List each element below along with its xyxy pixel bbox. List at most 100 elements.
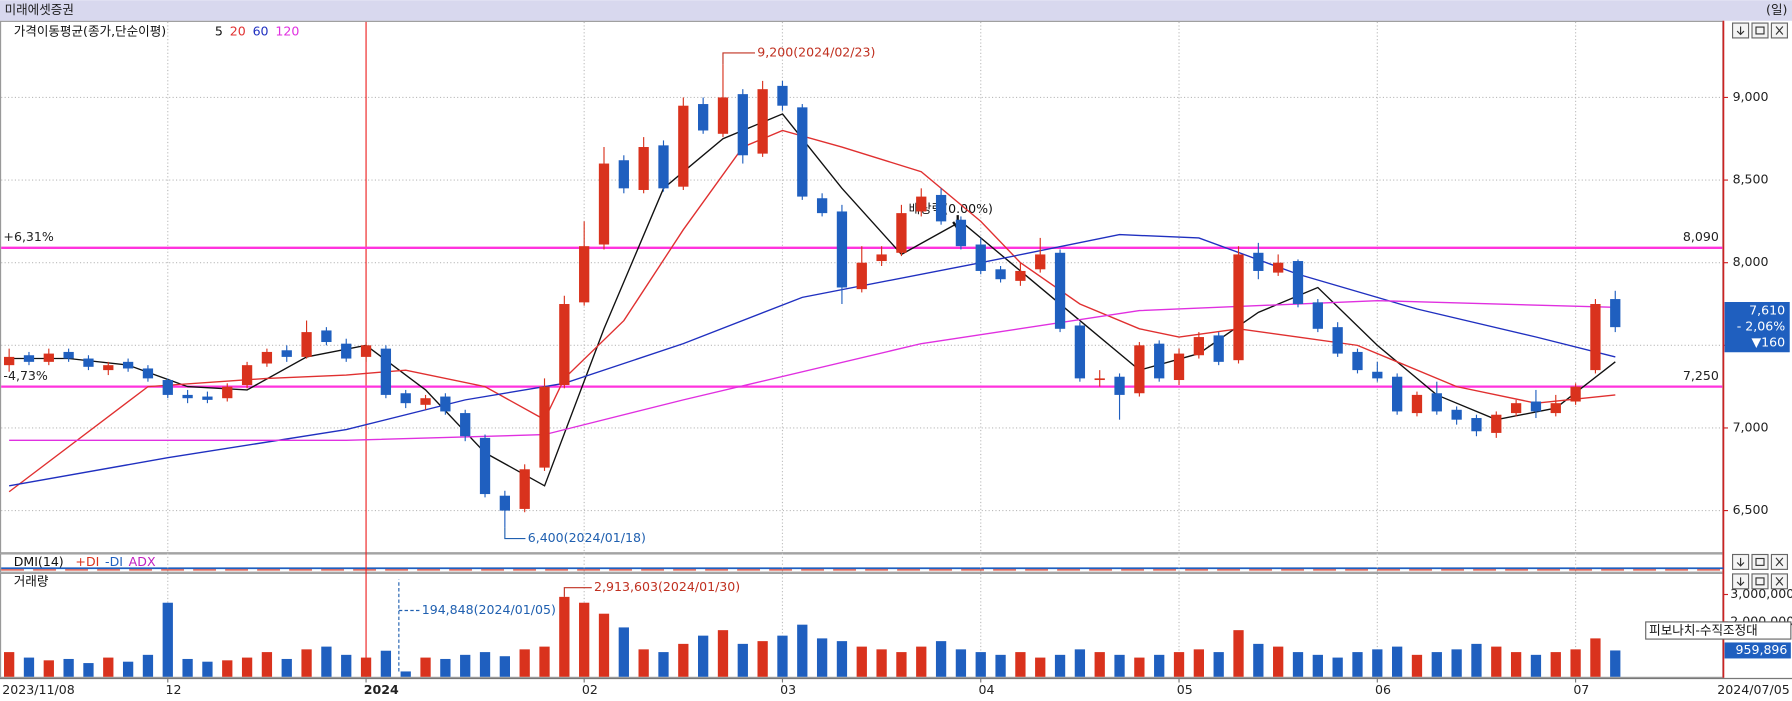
volume-bar <box>1035 657 1046 677</box>
volume-bar <box>1530 654 1542 677</box>
panel-button-icon <box>1736 577 1745 587</box>
candle-body <box>1213 335 1224 362</box>
candle-body <box>1114 376 1125 395</box>
candle-body <box>579 246 590 303</box>
candle-body <box>460 413 471 437</box>
candle-body <box>420 398 431 405</box>
candle-body <box>162 380 173 395</box>
volume-bar <box>1233 630 1244 677</box>
volume-bar <box>103 657 114 677</box>
candle-body <box>83 358 94 367</box>
volume-bar <box>618 627 629 677</box>
volume-bar <box>777 635 788 677</box>
candle-body <box>856 262 867 290</box>
candle-body <box>321 330 332 343</box>
vol-min-pointer <box>398 579 420 672</box>
volume-bar <box>1411 654 1423 677</box>
volume-bar <box>1193 649 1204 677</box>
candle-body <box>222 386 233 399</box>
candle-body <box>360 345 372 357</box>
volume-bar <box>717 630 729 677</box>
volume-bar <box>321 646 332 677</box>
candle-body <box>43 353 54 362</box>
volume-bar <box>1213 652 1224 677</box>
candle-body <box>598 163 610 245</box>
legend-entry: 5 <box>215 24 223 39</box>
dmi-legend: ADX <box>129 554 156 569</box>
event-label: 배당락(0.00%) <box>909 201 993 216</box>
candle-body <box>142 368 154 379</box>
y-tick-label: 9,000 <box>1733 89 1769 104</box>
ma-line <box>9 113 1616 487</box>
last-change: - 2,06% <box>1737 319 1785 334</box>
candle-body <box>479 437 491 495</box>
volume-bar <box>579 602 590 677</box>
volume-bar <box>539 646 550 677</box>
volume-bar <box>1154 654 1165 677</box>
panel-button <box>1751 553 1769 570</box>
volume-bar <box>1372 649 1383 677</box>
candle-body <box>440 396 451 412</box>
volume-bar <box>83 663 94 677</box>
volume-bar <box>1451 649 1462 677</box>
candle-body <box>241 365 253 385</box>
candle-body <box>1312 302 1323 329</box>
candle-body <box>1054 252 1066 329</box>
panel-button <box>1751 22 1769 39</box>
volume-bar <box>162 602 173 677</box>
volume-bar <box>935 641 947 677</box>
volume-bar <box>1610 650 1621 677</box>
legend-entry: 120 <box>275 24 299 39</box>
last-price: 7,610 <box>1749 303 1785 318</box>
candle-body <box>955 219 967 247</box>
volume-bar <box>658 652 669 677</box>
candle-body <box>519 469 530 509</box>
volume-bar <box>4 652 15 677</box>
dmi-title: DMI(14) <box>14 554 64 569</box>
period-label: (일) <box>1766 2 1787 17</box>
candle-body <box>1590 304 1601 371</box>
volume-bar <box>896 652 907 677</box>
volume-bar <box>23 657 35 677</box>
candle-body <box>618 160 629 189</box>
candle-body <box>4 356 15 366</box>
volume-bar <box>816 638 828 677</box>
legend-entry: 20 <box>230 24 246 39</box>
volume-bar <box>460 654 471 677</box>
candle-body <box>1530 401 1542 412</box>
volume-bar <box>1431 652 1442 677</box>
vol-max-label: 2,913,603(2024/01/30) <box>594 579 740 594</box>
volume-bar <box>1253 643 1264 677</box>
volume-bar <box>995 654 1006 677</box>
ma-title: 가격이동평균(종가,단순이평) <box>14 24 166 39</box>
candle-body <box>1134 345 1145 394</box>
candle-body <box>1392 376 1403 412</box>
panel-button-icon <box>1736 26 1745 36</box>
candle-body <box>975 244 986 271</box>
volume-bar <box>142 654 154 677</box>
volume-bar <box>1015 652 1026 677</box>
candle-body <box>122 361 134 369</box>
candle-body <box>1074 325 1086 379</box>
candle-body <box>658 145 669 189</box>
volume-bar <box>1332 657 1343 677</box>
y-tick-label: 7,000 <box>1733 419 1769 434</box>
volume-bar <box>360 657 372 677</box>
volume-bar <box>1550 652 1561 677</box>
candle-body <box>935 194 947 222</box>
last-volume-box <box>1724 642 1791 659</box>
level-change: -4,73% <box>3 368 48 383</box>
candle-body <box>1253 252 1264 271</box>
last-volume: 959,896 <box>1735 642 1787 657</box>
x-tick-label: 2023/11/08 <box>2 682 74 697</box>
candle-body <box>1332 327 1343 354</box>
x-tick-label: 2024 <box>364 682 399 697</box>
panel-button-icon <box>1755 577 1765 586</box>
vol-min-label: 194,848(2024/01/05) <box>422 602 556 617</box>
ma-line <box>9 233 1616 487</box>
candle-body <box>678 105 689 187</box>
fib-box <box>1645 621 1792 640</box>
volume-bar <box>1173 652 1185 677</box>
window-title: 미래에셋증권 <box>5 2 74 17</box>
candle-body <box>1491 414 1502 433</box>
